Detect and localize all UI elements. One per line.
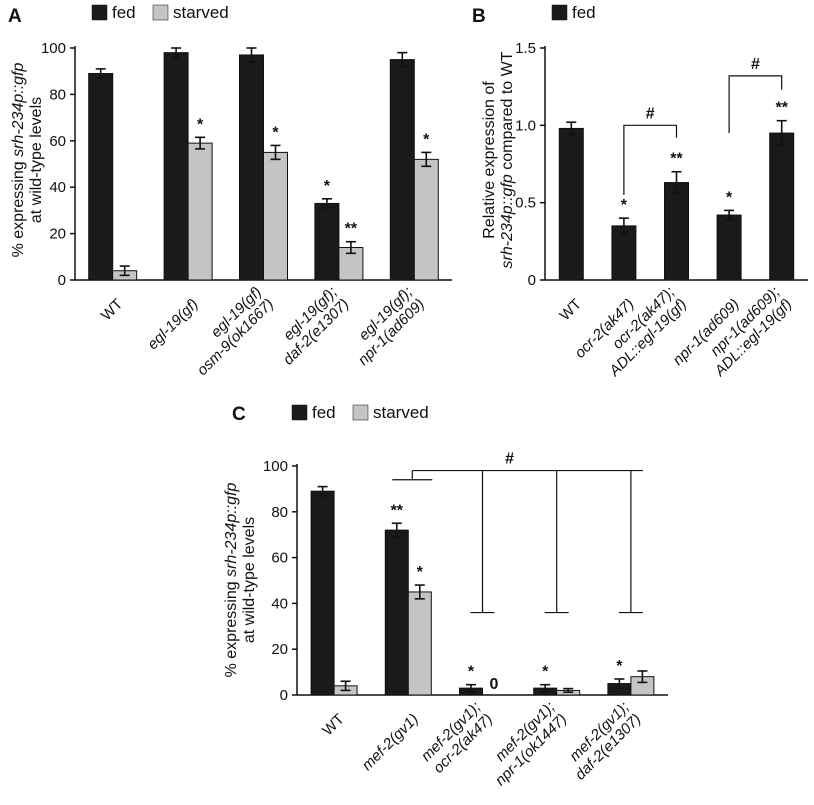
panel-b-sig-fed-3: * [726,189,733,206]
panel-a-legend-swatch-starved [152,4,169,21]
panel-c-y-axis-label: % expressing srh-234p::gfp at wild-type l… [223,483,258,678]
panel-c-legend-label-starved: starved [373,403,429,422]
panel-c-sig-fed-1: ** [391,502,404,519]
panel-c-y-tick-label: 0 [280,687,288,704]
panel-b-bar-fed-4 [769,132,795,281]
panel-b-sig-fed-1: * [621,197,628,214]
panel-b-legend-swatch-fed [551,4,568,21]
panel-a-category-label-3: egl-19(gf);daf-2(e1307) [280,284,353,369]
panel-b-bracket-1 [623,124,678,195]
panel-b-bracket-1-label: # [646,105,655,122]
panel-b-y-tick-label: 0.5 [515,195,536,212]
panel-a-y-tick-label: 40 [49,179,66,196]
panel-a-bar-fed-0 [88,73,114,281]
panel-c-category-label-0-line: WT [319,711,348,740]
panel-c-category-label-4: mef-2(gv1);daf-2(e1307) [566,699,644,784]
panel-c-legend-swatch-starved [352,404,369,421]
panel-c-sig-starved-2: 0 [490,676,499,693]
panel-a-bar-fed-4 [389,59,415,281]
panel-a-category-label-0: WT [98,296,127,325]
panel-c-label: C [232,404,246,425]
panel-a-category-label-1: egl-19(gf) [144,296,201,353]
panel-b-bar-fed-1 [611,225,637,281]
panel-b-bar-fed-3 [716,214,742,281]
panel-a-bar-starved-2 [263,151,288,281]
panel-c-category-label-1: mef-2(gv1) [359,711,422,774]
panel-a-sig-fed-3: * [324,178,331,195]
panel-a-bar-fed-2 [239,54,264,281]
panel-a-y-tick-label: 20 [49,226,66,243]
panel-a-category-label-0-line: WT [98,296,127,325]
panel-c-bar-fed-0 [310,490,335,696]
panel-c-sig-fed-3: * [542,664,549,681]
panel-a-y-tick-label: 60 [49,133,66,150]
panel-a-legend-label-fed: fed [112,3,136,22]
panel-c-bracket-label: # [505,451,514,468]
panel-b-y-tick-label: 0 [528,272,536,289]
panel-b-label: B [472,6,486,27]
panel-a-bar-fed-3 [314,202,340,281]
panel-a-bar-starved-1 [187,142,213,281]
panel-a-bar-starved-4 [413,158,439,281]
panel-c-y-axis-label-line: % expressing srh-234p::gfp [223,483,240,678]
panel-b-y-axis-label: Relative expression of srh-234p::gfp comp… [481,51,516,268]
panel-a-label: A [8,6,22,27]
panel-b-sig-fed-2: ** [670,151,683,168]
panel-a-y-axis-label: % expressing srh-234p::gfp at wild-type l… [10,63,45,258]
panel-a-sig-starved-4: * [423,131,430,148]
panel-c-y-tick-label: 60 [271,550,288,567]
panel-a-sig-starved-3: ** [345,221,358,238]
panel-b-sig-fed-4: ** [775,100,788,117]
panel-c-sig-fed-4: * [616,658,623,675]
panel-c-y-tick-label: 100 [263,458,288,475]
panel-a-y-tick-label: 100 [41,40,66,57]
panel-a-y-axis-label-line: % expressing srh-234p::gfp [10,63,27,258]
panel-b-bar-fed-2 [664,182,689,281]
panel-a-category-label-4: egl-19(gf);npr-1(ad609) [355,284,428,369]
panel-b-category-label-0: WT [556,296,585,325]
panel-c-y-axis-label-line: at wild-type levels [241,517,258,643]
panel-c-category-label-0: WT [319,711,348,740]
panel-b-y-axis-label-line: Relative expression of [481,81,498,239]
panel-c-legend-label-fed: fed [312,403,336,422]
panel-c-category-label-1-line: mef-2(gv1) [359,711,422,774]
panel-a-category-label-1-line: egl-19(gf) [144,296,201,353]
panel-c-y-tick-label: 20 [271,641,288,658]
panel-b-bar-fed-0 [558,127,584,281]
panel-c-sig-fed-2: * [468,664,475,681]
panel-c-bar-starved-1 [407,591,432,696]
panel-b-legend-label-fed: fed [572,3,596,22]
panel-a-bar-fed-1 [163,52,189,281]
panel-b-bracket-2 [728,75,783,134]
panel-a-y-axis-label-line: at wild-type levels [28,97,45,223]
panel-a-legend-label-starved: starved [173,3,229,22]
panel-a-category-label-2: egl-19(gf)osm-9(ok1667) [194,284,277,379]
panel-a-y-tick-label: 0 [58,272,66,289]
panel-c-y-tick-label: 80 [271,504,288,521]
panel-c-category-label-2: mef-2(gv1);ocr-2(ak47) [418,699,496,777]
panel-a-sig-starved-2: * [272,124,279,141]
panel-c-category-label-3: mef-2(gv1);npr-1(ok1447) [492,699,570,789]
panel-b-bracket-2-label: # [751,56,760,73]
panel-a-legend-swatch-fed [91,4,108,21]
panel-b-y-tick-label: 1.0 [515,117,536,134]
panel-b-category-label-0-line: WT [556,296,585,325]
panel-a-y-tick-label: 80 [49,86,66,103]
panel-c-legend-swatch-fed [291,404,308,421]
panel-a-sig-starved-1: * [197,116,204,133]
panel-c-y-tick-label: 40 [271,595,288,612]
panel-b-y-axis-label-line: srh-234p::gfp compared to WT [499,51,516,268]
panel-c-bar-fed-1 [384,529,409,696]
panel-c-sig-starved-1: * [417,564,424,581]
panel-b-y-tick-label: 1.5 [515,40,536,57]
